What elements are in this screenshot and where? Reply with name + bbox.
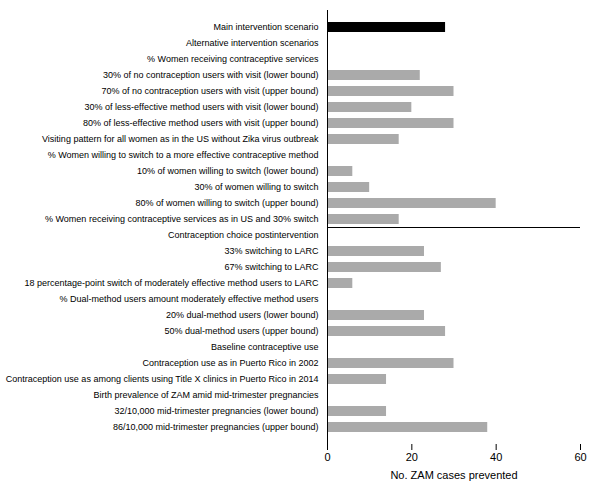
svg-text:Visiting pattern for all women: Visiting pattern for all women as in the… — [42, 134, 319, 144]
svg-text:No. ZAM cases prevented: No. ZAM cases prevented — [390, 469, 517, 481]
svg-text:30% of women willing to switch: 30% of women willing to switch — [194, 182, 318, 192]
svg-text:86/10,000 mid-trimester pregna: 86/10,000 mid-trimester pregnancies (upp… — [113, 422, 319, 432]
svg-text:% Women receiving contraceptiv: % Women receiving contraceptive services… — [45, 214, 318, 224]
svg-text:Contraception use as among cli: Contraception use as among clients using… — [6, 374, 319, 384]
svg-text:70% of no contraception users: 70% of no contraception users with visit… — [101, 86, 318, 96]
svg-text:Baseline contraceptive use: Baseline contraceptive use — [211, 342, 319, 352]
svg-text:40: 40 — [490, 451, 502, 463]
svg-text:60: 60 — [574, 451, 586, 463]
svg-text:% Women receiving contraceptiv: % Women receiving contraceptive services — [147, 54, 319, 64]
svg-text:20% dual-method users (lower b: 20% dual-method users (lower bound) — [166, 310, 319, 320]
svg-text:67% switching to LARC: 67% switching to LARC — [224, 262, 319, 272]
svg-text:% Dual-method users amount mod: % Dual-method users amount moderately ef… — [60, 294, 319, 304]
svg-text:50% dual-method users (upper b: 50% dual-method users (upper bound) — [164, 326, 318, 336]
svg-text:Contraception use as in Puerto: Contraception use as in Puerto Rico in 2… — [142, 358, 318, 368]
svg-text:80% of less-effective method u: 80% of less-effective method users with … — [83, 118, 318, 128]
svg-text:80% of women willing to switch: 80% of women willing to switch (upper bo… — [135, 198, 318, 208]
svg-text:32/10,000 mid-trimester pregna: 32/10,000 mid-trimester pregnancies (low… — [114, 406, 318, 416]
svg-text:30% of less-effective method u: 30% of less-effective method users with … — [85, 102, 319, 112]
svg-text:Birth prevalence of ZAM amid m: Birth prevalence of ZAM amid mid-trimest… — [93, 390, 319, 400]
svg-text:Main intervention scenario: Main intervention scenario — [213, 22, 318, 32]
svg-text:30% of no contraception users: 30% of no contraception users with visit… — [103, 70, 319, 80]
svg-text:0: 0 — [324, 451, 330, 463]
svg-text:33% switching to LARC: 33% switching to LARC — [224, 246, 319, 256]
svg-text:Alternative intervention scena: Alternative intervention scenarios — [186, 38, 319, 48]
svg-text:20: 20 — [406, 451, 418, 463]
svg-text:10% of women willing to switch: 10% of women willing to switch (lower bo… — [137, 166, 319, 176]
svg-text:18 percentage-point switch of: 18 percentage-point switch of moderately… — [25, 278, 319, 288]
svg-text:% Women willing to switch to a: % Women willing to switch to a more effe… — [48, 150, 319, 160]
svg-text:Contraception choice postinter: Contraception choice postintervention — [168, 230, 319, 240]
